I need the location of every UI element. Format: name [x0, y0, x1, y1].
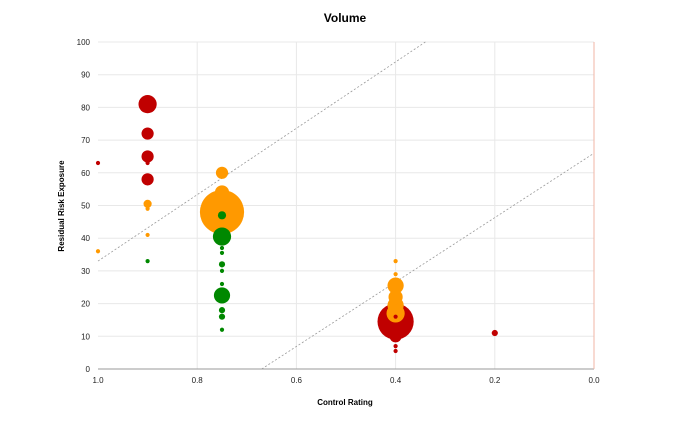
- bubble-point: [219, 327, 225, 332]
- chart-title: Volume: [324, 11, 367, 25]
- bubble-point: [95, 249, 101, 254]
- axes: 0 10 20 30 40 50 60 70 80 90 100 1.0 0.8 0.6 0.4 0.2 0.0: [77, 38, 600, 385]
- bubble-point: [145, 206, 150, 211]
- bubble-point: [138, 95, 157, 114]
- y-tick-label: 70: [81, 136, 90, 145]
- bubble-point: [218, 261, 226, 268]
- y-tick-label: 30: [81, 267, 90, 276]
- y-tick-label: 40: [81, 234, 90, 243]
- bubble-point: [393, 272, 398, 277]
- y-tick-label: 50: [81, 202, 90, 211]
- y-axis-label: Residual Risk Exposure: [57, 160, 66, 252]
- bubble-point: [217, 211, 227, 220]
- bubble-point: [219, 281, 225, 287]
- bubble-point: [219, 250, 225, 256]
- reference-line: [97, 41, 426, 262]
- x-tick-label: 0.4: [390, 376, 402, 385]
- x-tick-label: 0.8: [192, 376, 204, 385]
- bubble-point: [143, 199, 152, 208]
- bubble-point: [393, 348, 398, 354]
- bubble-point: [393, 344, 398, 349]
- reference-lines: [97, 41, 595, 370]
- bubble-point: [213, 287, 231, 304]
- data-points: [95, 95, 498, 354]
- bubble-point: [219, 268, 225, 273]
- y-tick-label: 100: [77, 38, 91, 47]
- bubble-point: [214, 185, 230, 200]
- grid-layer: [98, 41, 594, 369]
- x-tick-label: 1.0: [92, 376, 104, 385]
- bubble-point: [491, 329, 498, 337]
- y-tick-label: 0: [86, 365, 91, 374]
- x-tick-label: 0.6: [291, 376, 303, 385]
- bubble-point: [95, 160, 101, 166]
- bubble-point: [141, 150, 154, 163]
- y-tick-label: 20: [81, 300, 90, 309]
- y-tick-label: 60: [81, 169, 90, 178]
- bubble-point: [388, 289, 403, 305]
- bubble-point: [141, 173, 154, 186]
- bubble-point: [218, 313, 226, 320]
- x-axis-label: Control Rating: [317, 398, 373, 407]
- bubble-point: [215, 166, 229, 179]
- bubble-point: [389, 330, 402, 343]
- bubble-point: [145, 160, 150, 166]
- y-tick-label: 80: [81, 103, 90, 112]
- bubble-point: [393, 258, 398, 264]
- bubble-point: [141, 127, 154, 140]
- bubble-point: [219, 245, 225, 251]
- bubble-point: [212, 227, 232, 246]
- x-tick-label: 0.0: [588, 376, 600, 385]
- bubble-point: [218, 307, 226, 314]
- bubble-point: [145, 258, 150, 264]
- bubble-point: [393, 314, 398, 319]
- x-tick-label: 0.2: [489, 376, 501, 385]
- y-tick-label: 10: [81, 332, 90, 341]
- y-tick-label: 90: [81, 71, 90, 80]
- bubble-point: [145, 232, 150, 238]
- bubble-point: [387, 277, 404, 294]
